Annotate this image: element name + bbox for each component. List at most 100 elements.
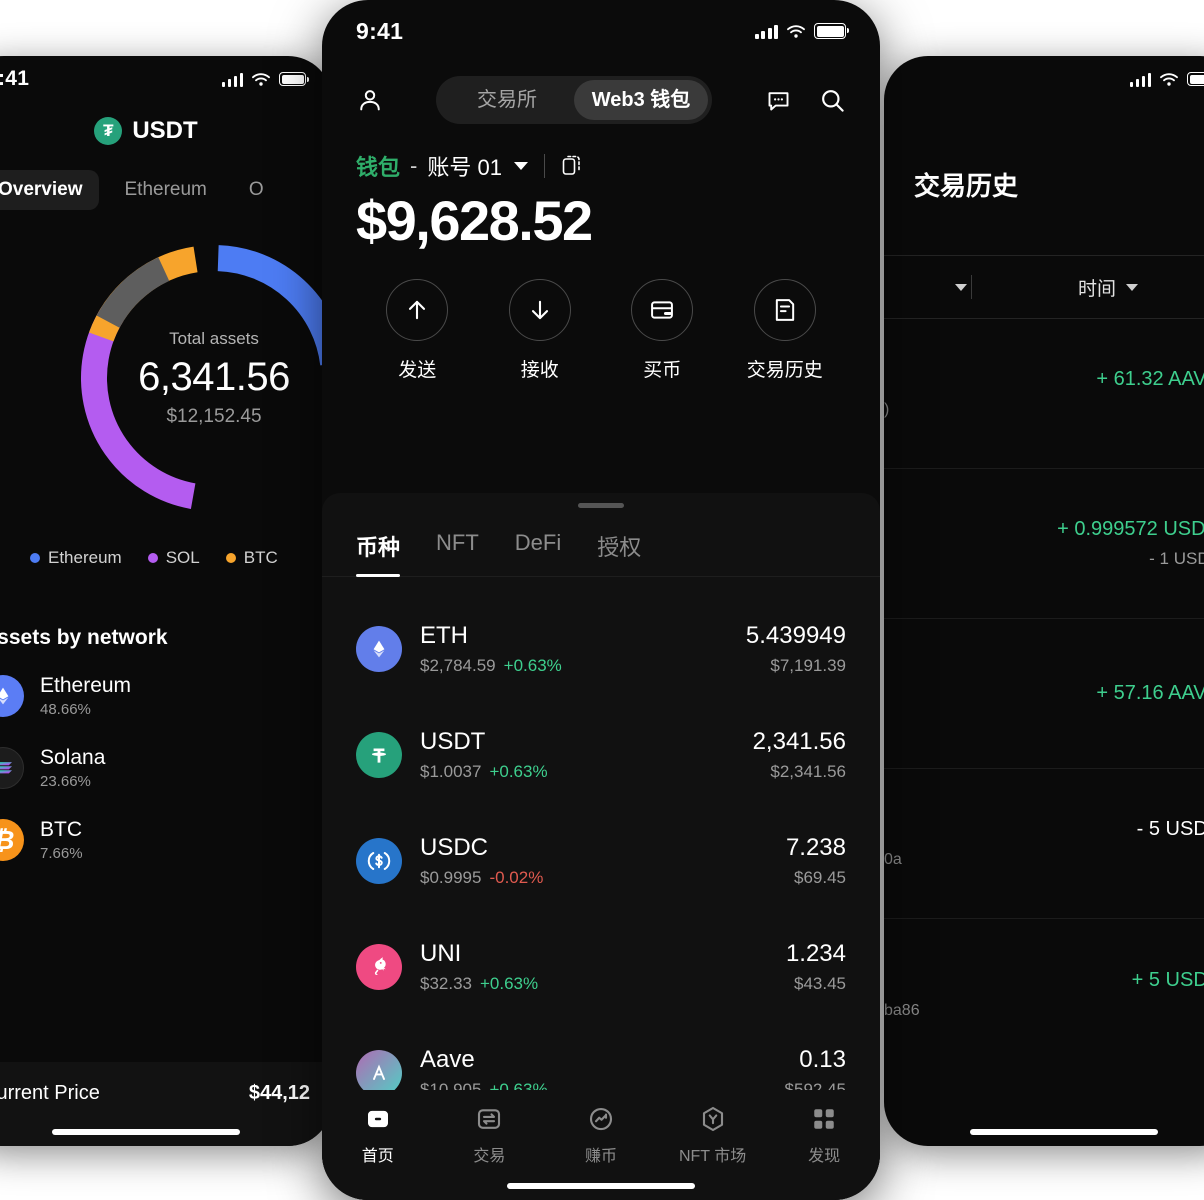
asset-row-usdc[interactable]: USDC $0.9995 -0.02% 7.238 $69.45 [322, 808, 880, 914]
chevron-down-icon [955, 283, 967, 291]
account-dash: - [410, 153, 418, 178]
network-name: Ethereum [40, 674, 132, 697]
nft-hexagon-icon [702, 1106, 723, 1132]
action-send[interactable]: 发送 [356, 279, 479, 382]
current-price-bar: Current Price $44,12 [0, 1062, 332, 1146]
person-icon[interactable] [350, 80, 390, 120]
nav-label: 发现 [808, 1148, 841, 1165]
asset-change: -0.02% [489, 868, 544, 887]
chat-bubble-icon[interactable] [758, 80, 798, 120]
tab-tokens[interactable]: 币种 [356, 530, 401, 577]
cellular-signal-icon [221, 72, 243, 87]
tab-nft[interactable]: NFT [436, 530, 479, 555]
action-receive[interactable]: 接收 [479, 279, 602, 382]
legend-label: Ethereum [48, 548, 122, 567]
transaction-amount: + 5 USDT [1131, 968, 1204, 991]
asset-row-eth[interactable]: ETH $2,784.59 +0.63% 5.439949 $7,191.39 [322, 596, 880, 702]
segment-web3-wallet[interactable]: Web3 钱包 [574, 80, 708, 120]
transaction-row[interactable]: + 57.16 AAVE [884, 619, 1204, 769]
nav-home[interactable]: 首页 [322, 1104, 434, 1166]
cellular-signal-icon [1129, 72, 1151, 87]
filter-divider [971, 275, 972, 299]
transaction-amount: + 0.999572 USDC [1057, 518, 1204, 540]
account-selector[interactable]: 钱包 - 账号 01 [322, 132, 880, 182]
wifi-icon [1160, 72, 1178, 86]
arrow-down-icon [508, 279, 571, 341]
home-indicator [52, 1129, 240, 1135]
action-transaction-history[interactable]: 交易历史 [724, 279, 847, 382]
transaction-history-title: 交易历史 [914, 171, 1019, 201]
filter-time-dropdown[interactable]: 时间 [972, 274, 1204, 301]
legend-item-btc: BTC [225, 548, 278, 568]
transaction-row[interactable]: + 0.999572 USDC - 1 USDT [884, 469, 1204, 619]
transaction-hash: 0a [884, 851, 902, 868]
history-filter-bar: 时间 [884, 255, 1204, 319]
status-time: 9:41 [0, 67, 30, 90]
asset-change: +0.63% [489, 1080, 548, 1090]
asset-change: +0.63% [489, 762, 548, 781]
transaction-row[interactable]: - 5 USDT 0a [884, 769, 1204, 919]
donut-total-value: 6,341.56 [138, 354, 290, 399]
nav-nft-market[interactable]: NFT 市场 [657, 1104, 769, 1166]
left-navbar: ‹ ₮ USDT [0, 102, 332, 160]
segment-exchange[interactable]: 交易所 [477, 89, 537, 111]
tab-defi[interactable]: DeFi [514, 530, 562, 555]
copy-icon[interactable] [561, 154, 583, 178]
nav-label: 赚币 [584, 1148, 617, 1165]
document-icon [753, 279, 816, 341]
network-row-btc[interactable]: ₿ BTC 7.66% [0, 804, 332, 876]
tab-ethereum[interactable]: Ethereum [124, 179, 207, 200]
sheet-drag-handle[interactable] [578, 503, 624, 508]
usdc-icon [356, 838, 402, 884]
transaction-hash: ) [884, 401, 890, 418]
tab-approvals[interactable]: 授权 [597, 535, 642, 560]
nav-trade[interactable]: 交易 [434, 1104, 546, 1166]
asset-change: +0.63% [480, 974, 539, 993]
left-tab-bar: Overview Ethereum O [0, 160, 332, 210]
transaction-row[interactable]: + 5 USDT ba86 [884, 919, 1204, 1069]
tether-icon [356, 732, 402, 778]
ethereum-icon [0, 675, 24, 717]
phone-right-transaction-history: 交易历史 时间 + 61.32 AAVE ) + 0.999572 USDC -… [884, 56, 1204, 1146]
legend-label: SOL [165, 548, 200, 567]
nav-label: 交易 [473, 1148, 506, 1165]
status-bar-left: 9:41 [0, 56, 332, 102]
nav-discover[interactable]: 发现 [768, 1104, 880, 1166]
asset-fiat-value: $7,191.39 [770, 656, 846, 675]
legend-label: BTC [243, 548, 278, 567]
wallet-balance: $9,628.52 [356, 189, 593, 252]
account-name: 账号 01 [427, 155, 502, 180]
action-label: 交易历史 [746, 360, 823, 381]
search-icon[interactable] [812, 80, 852, 120]
asset-row-aave[interactable]: Aave $10.905 +0.63% 0.13 $592.45 [322, 1020, 880, 1090]
ethereum-icon [356, 626, 402, 672]
tab-overview[interactable]: Overview [0, 170, 99, 210]
wallet-mode-segmented-control: 交易所 Web3 钱包 [436, 76, 712, 124]
asset-row-uni[interactable]: UNI $32.33 +0.63% 1.234 $43.45 [322, 914, 880, 1020]
tab-other[interactable]: O [248, 179, 264, 200]
asset-quantity: 1.234 [785, 940, 846, 967]
chevron-down-icon [513, 162, 528, 170]
home-icon [367, 1110, 388, 1128]
asset-quantity: 2,341.56 [752, 728, 846, 755]
network-row-solana[interactable]: Solana 23.66% [0, 732, 332, 804]
asset-row-usdt[interactable]: USDT $1.0037 +0.63% 2,341.56 $2,341.56 [322, 702, 880, 808]
battery-icon [814, 23, 849, 39]
action-buy-crypto[interactable]: 买币 [601, 279, 724, 382]
asset-fiat-value: $592.45 [784, 1080, 846, 1090]
network-row-ethereum[interactable]: Ethereum 48.66% [0, 660, 332, 732]
nav-earn[interactable]: 赚币 [545, 1104, 657, 1166]
filter-type-dropdown[interactable] [884, 275, 972, 299]
status-indicators [221, 72, 309, 87]
asset-change: +0.63% [503, 656, 562, 675]
asset-price: $32.33 [420, 974, 472, 993]
transaction-row[interactable]: + 61.32 AAVE ) [884, 319, 1204, 469]
cellular-signal-icon [754, 24, 778, 39]
transaction-amount: - 5 USDT [1136, 818, 1204, 840]
transaction-hash: ba86 [884, 1001, 920, 1019]
legend-dot-icon [147, 553, 158, 563]
asset-symbol: Aave [420, 1046, 475, 1073]
usdt-coin-icon: ₮ [94, 117, 123, 145]
wallet-top-bar: 交易所 Web3 钱包 [322, 62, 880, 132]
